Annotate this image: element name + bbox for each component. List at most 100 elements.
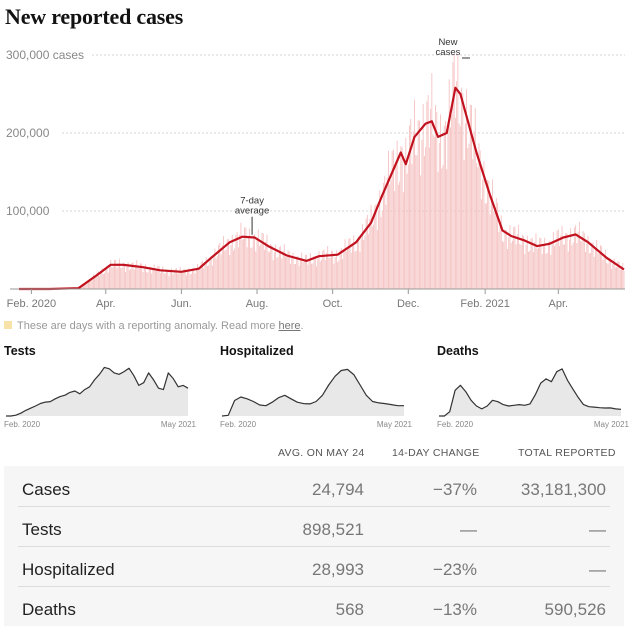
daily-case-bar [330, 250, 332, 289]
daily-case-bar [259, 245, 260, 289]
daily-case-bar [270, 243, 272, 289]
daily-case-bar [84, 283, 86, 289]
daily-case-bar [287, 250, 289, 289]
daily-case-bar [324, 260, 326, 289]
daily-case-bar [410, 118, 412, 289]
daily-case-bar [399, 181, 401, 289]
daily-case-bar [157, 265, 159, 289]
daily-case-bar [296, 256, 298, 289]
daily-case-bar [193, 267, 195, 289]
daily-case-bar [536, 248, 538, 289]
daily-case-bar [515, 244, 517, 289]
daily-case-bar [374, 205, 376, 289]
daily-case-bar [127, 262, 129, 289]
daily-case-bar [458, 123, 460, 289]
daily-case-bar [352, 244, 353, 289]
daily-case-bar [412, 131, 414, 289]
daily-case-bar [596, 239, 598, 289]
daily-case-bar [121, 267, 123, 289]
daily-case-bar [223, 236, 224, 289]
daily-case-bar [290, 263, 291, 289]
daily-case-bar [503, 242, 505, 289]
daily-case-bar [436, 111, 438, 289]
daily-case-bar [369, 219, 371, 289]
y-tick-label: 100,000 [6, 204, 50, 218]
daily-case-bar [250, 247, 252, 289]
daily-case-bar [357, 238, 358, 289]
daily-case-bar [452, 62, 454, 289]
daily-case-bar [126, 267, 128, 289]
daily-case-bar [96, 272, 98, 289]
daily-case-bar [180, 273, 182, 289]
hospitalized-title: Hospitalized [220, 344, 294, 358]
daily-case-bar [516, 234, 518, 289]
daily-case-bar [469, 104, 471, 290]
daily-case-bar [110, 259, 112, 289]
daily-case-bar [209, 257, 211, 289]
daily-case-bar [544, 237, 546, 289]
row-divider [18, 586, 610, 587]
daily-case-bar [562, 244, 564, 289]
daily-case-bar [216, 255, 218, 289]
daily-case-bar [308, 258, 310, 289]
daily-case-bar [254, 234, 255, 289]
daily-case-bar [162, 266, 164, 289]
daily-case-bar [169, 272, 171, 289]
daily-case-bar [508, 236, 510, 289]
daily-case-bar [267, 251, 269, 289]
daily-case-bar [595, 247, 596, 289]
daily-case-bar [397, 184, 399, 289]
daily-case-bar [519, 244, 521, 289]
daily-case-bar [314, 255, 316, 289]
daily-case-bar [572, 242, 574, 289]
row-label: Hospitalized [22, 560, 115, 579]
daily-case-bar [97, 271, 99, 289]
daily-case-bar [240, 222, 242, 289]
daily-case-bar [276, 257, 278, 289]
x-tick-label: Feb. 2020 [7, 298, 57, 310]
daily-case-bar [204, 262, 206, 289]
daily-case-bar [262, 233, 264, 289]
daily-case-bar [183, 268, 185, 289]
daily-case-bar [453, 55, 455, 289]
daily-case-bar [140, 263, 141, 289]
daily-case-bar [187, 271, 189, 289]
daily-case-bar [149, 266, 151, 289]
trend-line [221, 368, 404, 417]
daily-case-bar [433, 136, 435, 289]
daily-case-bar [438, 142, 440, 289]
daily-case-bar [577, 231, 579, 289]
daily-case-bar [99, 276, 101, 289]
x-tick-label: Dec. [397, 298, 420, 310]
column-header-change: 14-DAY CHANGE [392, 447, 480, 459]
daily-case-bar [405, 137, 407, 289]
daily-case-bar [407, 164, 409, 289]
daily-case-bar [447, 124, 449, 290]
daily-case-bar [582, 231, 584, 289]
daily-case-bar [109, 266, 110, 289]
daily-case-bar [559, 245, 560, 289]
read-more-link[interactable]: here [278, 320, 301, 332]
daily-case-bar [484, 203, 486, 289]
daily-case-bar [546, 253, 548, 289]
row-label: Tests [22, 520, 62, 539]
row-change: −13% [433, 600, 477, 619]
daily-case-bar [285, 256, 286, 289]
daily-case-bar [621, 266, 622, 289]
daily-case-bar [199, 268, 201, 289]
daily-case-bar [498, 231, 500, 289]
daily-case-bar [376, 229, 378, 289]
daily-case-bar [509, 225, 511, 289]
daily-case-bar [348, 238, 350, 289]
trend-line [6, 366, 189, 417]
daily-case-bar [344, 239, 346, 289]
daily-case-bar [298, 265, 300, 289]
daily-case-bar [538, 247, 539, 289]
daily-case-bar [85, 284, 87, 289]
daily-case-bar [94, 277, 96, 289]
daily-case-bar [494, 212, 496, 289]
daily-case-bar [391, 150, 393, 289]
deaths-plot [439, 368, 622, 417]
daily-case-bar [510, 242, 512, 289]
area-fill [439, 368, 621, 416]
